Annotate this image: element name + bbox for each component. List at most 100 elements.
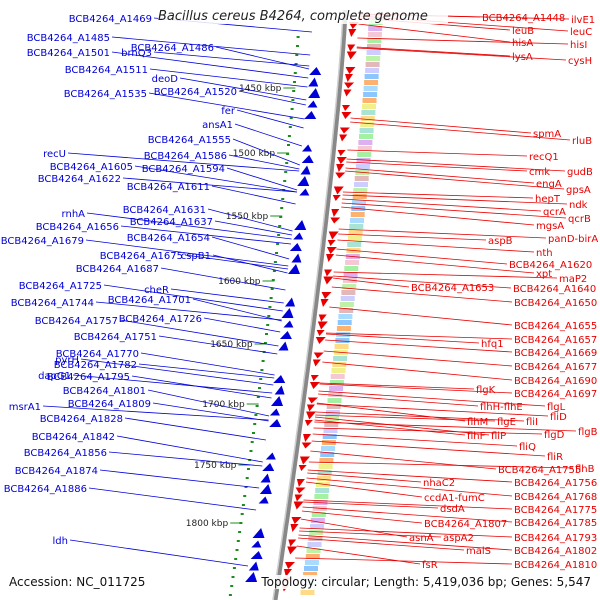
reverse-leader-line: [341, 202, 567, 219]
reverse-gene-label: hepT: [535, 194, 561, 205]
reverse-leader-line: [310, 450, 497, 470]
forward-gene-arrow: [273, 375, 286, 383]
feature-band-block: [352, 194, 367, 199]
reverse-gene-label: maP2: [559, 274, 587, 285]
forward-leader-line: [212, 254, 288, 274]
reverse-leader-line: [316, 403, 549, 417]
ruler-tick: [268, 306, 272, 308]
reverse-gene-label: leuC: [570, 27, 592, 38]
kbp-tick-label: 1750 kbp: [194, 461, 237, 471]
feature-band-block: [350, 218, 364, 223]
feature-band-block: [355, 164, 370, 169]
ruler-tick: [235, 549, 239, 551]
reverse-gene-label: dsdA: [440, 504, 465, 515]
ruler-tick: [253, 423, 257, 425]
forward-gene-arrow: [288, 264, 300, 274]
forward-leader-line: [148, 92, 305, 120]
forward-gene-label: BCB4264_A1654: [127, 233, 210, 244]
reverse-gene-arrow: [290, 524, 299, 532]
reverse-gene-arrow: [294, 494, 303, 502]
reverse-leader-line: [350, 121, 571, 141]
feature-band-block: [364, 80, 379, 85]
forward-leader-line: [238, 90, 306, 106]
ruler-tick: [276, 243, 280, 245]
forward-gene-arrow: [285, 297, 295, 307]
feature-band-block: [300, 590, 315, 595]
feature-band-block: [328, 392, 343, 397]
reverse-gene-label: xpt: [536, 269, 552, 280]
forward-gene-arrow: [291, 253, 302, 263]
feature-band-block: [308, 536, 323, 541]
forward-leader-line: [95, 301, 282, 321]
forward-leader-line: [236, 109, 304, 129]
feature-band-block: [357, 152, 372, 157]
forward-gene-label: BCB4264_A1501: [27, 48, 110, 59]
forward-leader-line: [103, 284, 283, 312]
reverse-leader-line: [299, 530, 442, 538]
feature-band-block: [303, 572, 318, 577]
forward-leader-line: [207, 208, 293, 232]
feature-band-block: [309, 530, 324, 535]
ruler-tick: [292, 90, 296, 92]
forward-gene-label: BCB4264_A1856: [24, 448, 107, 459]
forward-gene-label: brnQ3: [121, 48, 152, 59]
feature-band-block: [352, 200, 366, 205]
ruler-tick: [287, 144, 290, 146]
accession-label: Accession: NC_011725: [9, 575, 146, 589]
forward-leader-line: [124, 417, 266, 441]
reverse-gene-label: fsR: [422, 560, 438, 571]
reverse-gene-arrow: [310, 382, 320, 389]
forward-gene-arrow: [274, 385, 285, 395]
forward-leader-line: [86, 212, 292, 240]
feature-band-block: [361, 110, 376, 115]
feature-band-block: [324, 422, 339, 427]
forward-gene-label: BCB4264_A1801: [63, 386, 146, 397]
reverse-gene-label: BCB4264_A1448: [482, 13, 565, 24]
forward-gene-label: BCB4264_A1469: [69, 14, 152, 25]
forward-gene-label: BCB4264_A1622: [38, 174, 121, 185]
ruler-tick: [285, 162, 289, 164]
forward-leader-line: [228, 154, 300, 170]
ruler-tick: [244, 486, 248, 488]
feature-band-block: [327, 398, 342, 403]
feature-band-block: [318, 464, 333, 469]
kbp-tick-label: 1650 kbp: [210, 340, 253, 350]
reverse-gene-label: BCB4264_A1785: [514, 518, 597, 529]
forward-gene-label: BCB4264_A1757: [35, 316, 118, 327]
ruler-tick: [286, 153, 290, 155]
reverse-leader-line: [303, 499, 513, 510]
feature-band-block: [347, 242, 362, 247]
reverse-gene-label: BCB4264_A1755: [498, 465, 581, 476]
reverse-gene-label: BCB4264_A1793: [514, 533, 597, 544]
forward-gene-label: cheR: [144, 285, 169, 296]
reverse-leader-line: [332, 277, 410, 288]
reverse-gene-label: flgL: [547, 402, 566, 413]
forward-gene-label: ansA1: [202, 120, 233, 131]
reverse-gene-label: flgE: [497, 417, 516, 428]
reverse-gene-arrow: [345, 67, 356, 74]
reverse-leader-line: [298, 534, 513, 551]
feature-band-block: [362, 98, 377, 103]
kbp-tick-label: 1550 kbp: [226, 212, 269, 222]
reverse-gene-arrow: [301, 442, 312, 449]
forward-leader-line: [149, 68, 308, 88]
forward-gene-arrow: [245, 572, 258, 582]
reverse-leader-line: [312, 433, 518, 447]
feature-band-block: [321, 446, 335, 451]
reverse-gene-arrow: [328, 231, 339, 240]
reverse-leader-line: [346, 161, 528, 172]
feature-band-block: [341, 290, 356, 295]
forward-gene-label: ldh: [53, 536, 68, 547]
ruler-tick: [236, 540, 240, 542]
feature-band-block: [342, 278, 357, 283]
forward-gene-arrow: [269, 419, 282, 427]
reverse-leader-line: [356, 47, 567, 61]
forward-leader-line: [69, 539, 249, 567]
reverse-leader-line: [322, 361, 513, 381]
forward-gene-arrow: [281, 308, 294, 318]
forward-gene-label: BCB4264_A1687: [76, 264, 159, 275]
forward-gene-label: BCB4264_A1770: [56, 349, 139, 360]
reverse-gene-label: flhM: [467, 417, 488, 428]
feature-band-block: [366, 50, 381, 55]
reverse-leader-line: [308, 461, 574, 469]
